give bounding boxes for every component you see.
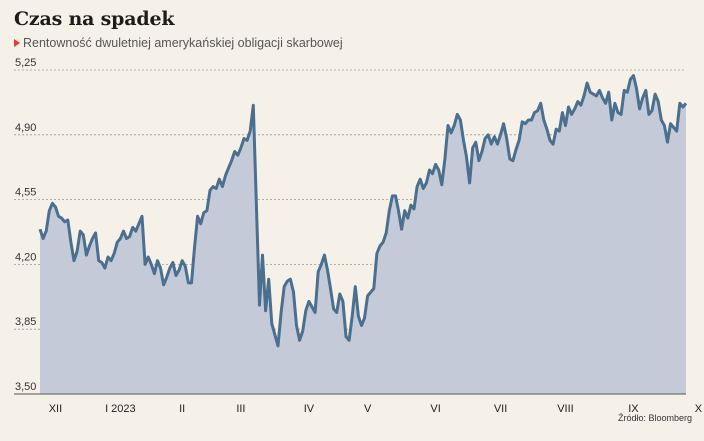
y-tick-label: 4,90 [15, 122, 36, 134]
x-tick-label: III [236, 403, 245, 415]
x-tick-label: II [179, 403, 185, 415]
y-tick-label: 3,50 [15, 381, 36, 393]
y-axis-tick-labels: 3,50 3,85 4,20 4,55 4,90 5,25 [15, 57, 36, 393]
x-tick-label: VI [430, 403, 440, 415]
chart-subtitle: Rentowność dwuletniej amerykańskiej obli… [14, 36, 343, 50]
x-tick-label: V [364, 403, 372, 415]
y-tick-label: 4,55 [15, 187, 36, 199]
subtitle-text: Rentowność dwuletniej amerykańskiej obli… [23, 36, 343, 50]
y-tick-label: 3,85 [15, 316, 36, 328]
x-tick-label: XII [49, 403, 62, 415]
chart-title: Czas na spadek [14, 8, 175, 30]
x-tick-label: I 2023 [105, 403, 136, 415]
x-tick-label: IV [304, 403, 315, 415]
source-note: Źródło: Bloomberg [617, 413, 692, 423]
y-tick-label: 5,25 [15, 57, 36, 69]
y-tick-label: 4,20 [15, 251, 36, 263]
series-line [38, 74, 688, 348]
x-tick-label: X [695, 403, 703, 415]
x-tick-label: VIII [557, 403, 574, 415]
series-area [40, 75, 686, 394]
red-triangle-icon [14, 39, 20, 47]
x-tick-label: VII [494, 403, 507, 415]
x-tick-label: IX [628, 403, 639, 415]
